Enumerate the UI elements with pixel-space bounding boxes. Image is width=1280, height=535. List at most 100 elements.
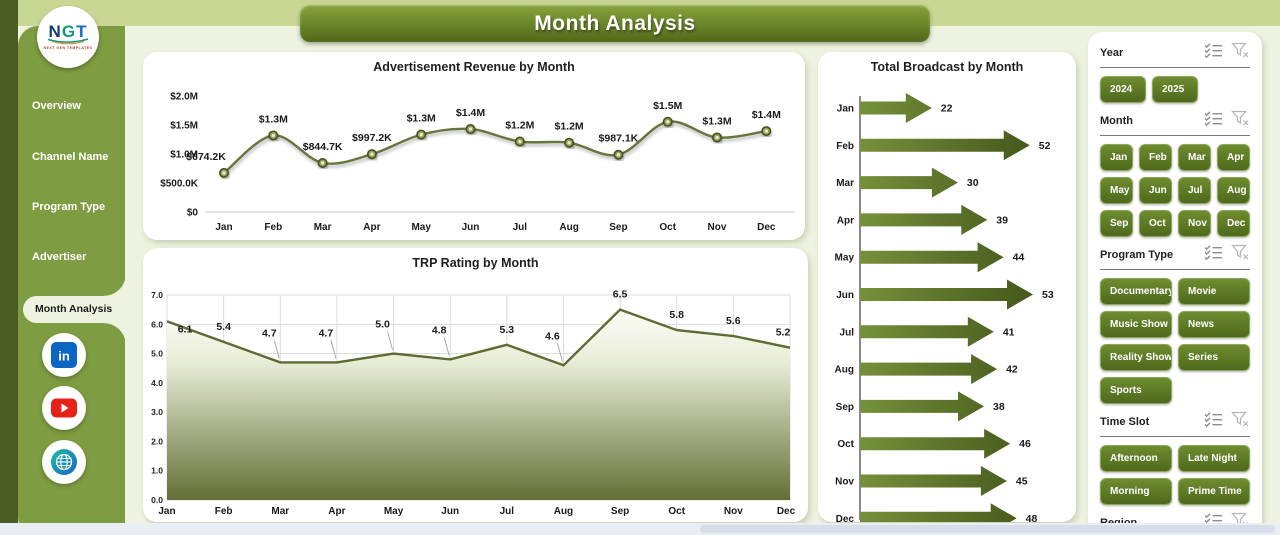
logo-text: NGT xyxy=(48,22,88,41)
filter-button-nov[interactable]: Nov xyxy=(1178,210,1211,237)
filter-button-sep[interactable]: Sep xyxy=(1100,210,1133,237)
filter-button-morning[interactable]: Morning xyxy=(1100,478,1172,505)
filter-button-jul[interactable]: Jul xyxy=(1178,177,1211,204)
svg-text:Dec: Dec xyxy=(836,514,855,522)
svg-text:$1.2M: $1.2M xyxy=(505,120,534,132)
filter-button-news[interactable]: News xyxy=(1178,311,1250,338)
svg-text:Dec: Dec xyxy=(777,506,796,517)
multi-select-icon xyxy=(1204,111,1222,127)
svg-text:Mar: Mar xyxy=(836,178,854,189)
clear-filter-button[interactable] xyxy=(1231,110,1250,132)
sidebar-item-month-analysis[interactable]: Month Analysis xyxy=(23,274,126,345)
filter-button-2024[interactable]: 2024 xyxy=(1100,76,1146,103)
filter-header-month: Month xyxy=(1100,110,1250,136)
filter-header-program-type: Program Type xyxy=(1100,244,1250,270)
svg-text:$1.4M: $1.4M xyxy=(752,109,781,121)
svg-text:5.0: 5.0 xyxy=(151,349,163,359)
filter-section-time-slot: Time Slot Afternoon Late Night Morning Prime… xyxy=(1100,411,1250,505)
filter-button-jun[interactable]: Jun xyxy=(1139,177,1172,204)
filter-button-jan[interactable]: Jan xyxy=(1100,144,1133,171)
svg-text:38: 38 xyxy=(993,401,1005,413)
svg-text:4.7: 4.7 xyxy=(319,327,334,339)
broadcast-arrow-chart: Jan 22 Feb 52 Mar 30 Apr 39 May 44 Jun 53 Jul 41 Aug 42… xyxy=(835,93,1054,522)
filter-title-program-type: Program Type xyxy=(1100,249,1174,261)
svg-text:2.0: 2.0 xyxy=(151,436,163,446)
app-logo: NGT NEXT GEN TEMPLATES xyxy=(37,6,99,68)
svg-text:Aug: Aug xyxy=(835,365,854,376)
sidebar: Overview Channel Name Program Type Advertis… xyxy=(18,26,126,535)
linkedin-button[interactable]: in xyxy=(42,333,86,377)
svg-text:$1.3M: $1.3M xyxy=(259,113,288,125)
filter-button-movie[interactable]: Movie xyxy=(1178,278,1250,305)
filter-button-may[interactable]: May xyxy=(1100,177,1133,204)
svg-text:$0: $0 xyxy=(187,208,199,219)
sidebar-item-advertiser[interactable]: Advertiser xyxy=(32,251,87,263)
filter-button-aug[interactable]: Aug xyxy=(1217,177,1250,204)
globe-icon xyxy=(51,449,77,475)
filter-button-dec[interactable]: Dec xyxy=(1217,210,1250,237)
filter-button-series[interactable]: Series xyxy=(1178,344,1250,371)
filter-button-2025[interactable]: 2025 xyxy=(1152,76,1198,103)
multi-select-button[interactable] xyxy=(1204,43,1223,63)
filter-button-late-night[interactable]: Late Night xyxy=(1178,445,1250,472)
clear-filter-button[interactable] xyxy=(1231,244,1250,266)
filter-panel: Year 2024 2025 Month Jan Feb Mar Apr May Jun Jul Au… xyxy=(1088,32,1262,535)
filter-button-feb[interactable]: Feb xyxy=(1139,144,1172,171)
horizontal-scrollbar-track[interactable] xyxy=(0,523,1280,535)
svg-text:1.0: 1.0 xyxy=(151,466,163,476)
svg-text:52: 52 xyxy=(1039,140,1051,152)
svg-text:53: 53 xyxy=(1042,289,1054,301)
clear-filter-icon xyxy=(1231,411,1249,427)
filter-section-program-type: Program Type Documentary Movie Music Show Ne… xyxy=(1100,244,1250,404)
svg-text:Jan: Jan xyxy=(215,222,232,233)
svg-text:Sep: Sep xyxy=(609,222,627,233)
clear-filter-button[interactable] xyxy=(1231,42,1250,64)
filter-button-oct[interactable]: Oct xyxy=(1139,210,1172,237)
svg-text:3.0: 3.0 xyxy=(151,407,163,417)
sidebar-item-overview[interactable]: Overview xyxy=(32,100,81,112)
filter-button-music-show[interactable]: Music Show xyxy=(1100,311,1172,338)
svg-text:Jan: Jan xyxy=(837,104,854,115)
multi-select-icon xyxy=(1204,43,1222,59)
multi-select-button[interactable] xyxy=(1204,245,1223,265)
horizontal-scrollbar-thumb[interactable] xyxy=(700,525,1275,533)
svg-text:Oct: Oct xyxy=(668,506,685,517)
svg-text:5.2: 5.2 xyxy=(776,327,791,339)
broadcast-chart-title: Total Broadcast by Month xyxy=(870,60,1024,74)
website-button[interactable] xyxy=(42,440,86,484)
filter-button-documentary[interactable]: Documentary xyxy=(1100,278,1172,305)
sidebar-outer-strip xyxy=(0,0,18,535)
clear-filter-button[interactable] xyxy=(1231,411,1250,433)
filter-title-month: Month xyxy=(1100,115,1133,127)
svg-text:$1.5M: $1.5M xyxy=(170,121,198,132)
revenue-chart-card: Advertisement Revenue by Month $0 $500.0K… xyxy=(143,52,805,240)
filter-button-prime-time[interactable]: Prime Time xyxy=(1178,478,1250,505)
sidebar-item-program-type[interactable]: Program Type xyxy=(32,201,106,213)
svg-text:Nov: Nov xyxy=(708,222,727,233)
svg-text:46: 46 xyxy=(1019,438,1031,450)
filter-button-reality-show[interactable]: Reality Show xyxy=(1100,344,1172,371)
filter-button-afternoon[interactable]: Afternoon xyxy=(1100,445,1172,472)
sidebar-item-channel-name[interactable]: Channel Name xyxy=(32,151,109,163)
filter-button-mar[interactable]: Mar xyxy=(1178,144,1211,171)
svg-text:6.5: 6.5 xyxy=(613,289,628,301)
svg-text:May: May xyxy=(835,253,855,264)
svg-text:Sep: Sep xyxy=(836,402,854,413)
multi-select-button[interactable] xyxy=(1204,412,1223,432)
filter-button-apr[interactable]: Apr xyxy=(1217,144,1250,171)
svg-text:$500.0K: $500.0K xyxy=(160,179,199,190)
svg-text:Oct: Oct xyxy=(659,222,676,233)
clear-filter-icon xyxy=(1231,244,1249,260)
svg-text:in: in xyxy=(58,349,70,364)
svg-text:Jun: Jun xyxy=(462,222,480,233)
multi-select-icon xyxy=(1204,412,1222,428)
svg-text:$674.2K: $674.2K xyxy=(186,151,226,163)
svg-text:Feb: Feb xyxy=(836,141,854,152)
svg-text:4.0: 4.0 xyxy=(151,378,163,388)
svg-text:Sep: Sep xyxy=(611,506,629,517)
filter-button-sports[interactable]: Sports xyxy=(1100,377,1172,404)
svg-text:Mar: Mar xyxy=(314,222,332,233)
multi-select-button[interactable] xyxy=(1204,111,1223,131)
youtube-button[interactable] xyxy=(42,386,86,430)
